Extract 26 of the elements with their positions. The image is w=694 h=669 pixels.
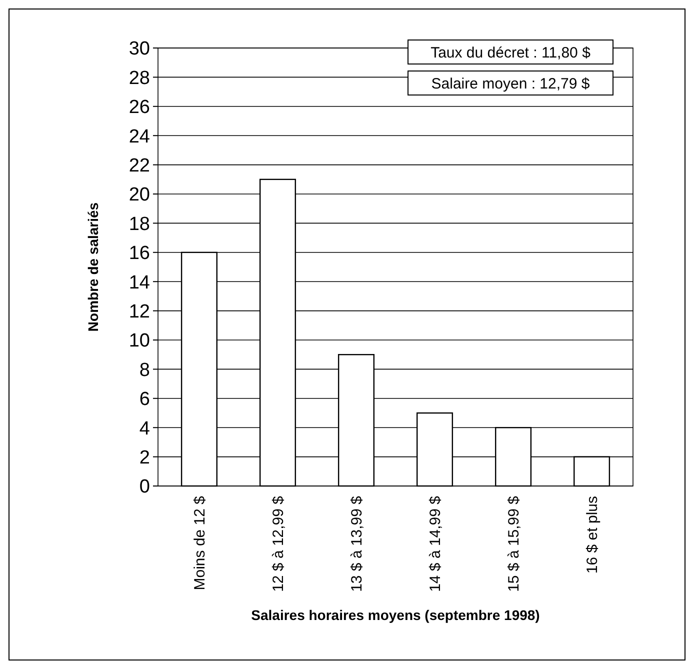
y-tick-label: 10 bbox=[128, 330, 150, 352]
y-tick-label: 2 bbox=[139, 447, 150, 468]
y-tick-label: 28 bbox=[128, 68, 150, 89]
y-tick-label: 4 bbox=[139, 418, 150, 440]
x-axis-title: Salaires horaires moyens (septembre 1998) bbox=[251, 607, 540, 623]
y-tick-label: 22 bbox=[128, 155, 150, 176]
x-tick-label: Moins de 12 $ bbox=[191, 495, 208, 590]
y-axis-title: Nombre de salariés bbox=[85, 202, 101, 332]
y-tick-label: 30 bbox=[128, 38, 150, 60]
y-tick-label: 16 bbox=[128, 243, 150, 264]
y-tick-label: 24 bbox=[128, 126, 150, 148]
annotation: Taux du décret : 11,80 $ bbox=[430, 44, 592, 62]
y-tick-label: 18 bbox=[128, 214, 150, 235]
y-tick-label: 8 bbox=[139, 360, 150, 381]
x-tick-label: 16 $ et plus bbox=[584, 496, 602, 574]
y-tick-label: 0 bbox=[139, 476, 150, 498]
y-tick-label: 20 bbox=[128, 184, 150, 206]
y-tick-label: 6 bbox=[139, 389, 150, 410]
x-tick-label: 12 $ à 12,99 $ bbox=[270, 495, 287, 592]
x-tick-label: 13 $ à 13,99 $ bbox=[348, 495, 366, 592]
annotation: Salaire moyen : 12,79 $ bbox=[431, 75, 590, 92]
x-tick-label: 14 $ à 14,99 $ bbox=[427, 495, 444, 592]
y-tick-label: 14 bbox=[128, 272, 150, 294]
x-tick-label: 15 $ à 15,99 $ bbox=[506, 495, 523, 592]
y-tick-label: 12 bbox=[128, 301, 150, 322]
y-tick-label: 26 bbox=[128, 97, 150, 118]
